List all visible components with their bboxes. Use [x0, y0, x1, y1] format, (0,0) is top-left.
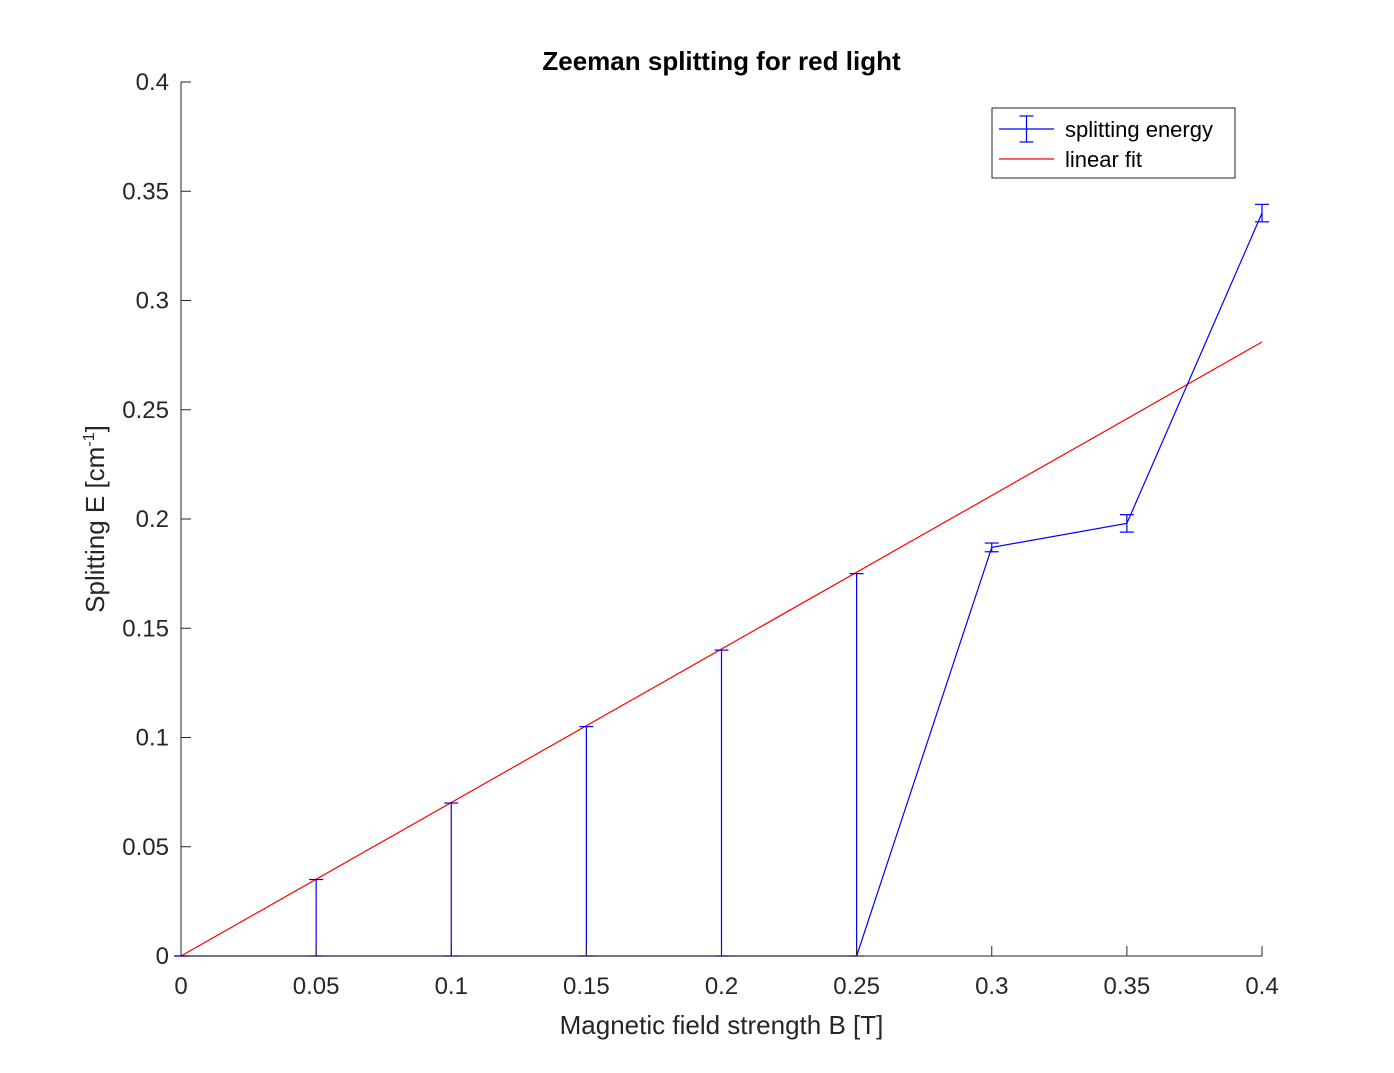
x-tick-label: 0.4	[1245, 973, 1278, 1000]
y-tick-label: 0.05	[122, 834, 169, 861]
error-bar	[1119, 514, 1134, 533]
x-tick-label: 0.05	[293, 973, 340, 1000]
y-tick-label: 0.35	[122, 178, 169, 205]
y-axis-label-superscript: -1	[81, 432, 98, 446]
x-tick-label: 0.1	[435, 973, 468, 1000]
axes-layer: 0 0.05 0.1 0.15 0.2 0.25 0.3 0.35 0.4 0 0.05 0.1 0.1…	[122, 69, 1278, 1000]
y-tick-label: 0	[156, 943, 169, 970]
legend: splitting energy linear fit	[991, 107, 1236, 179]
y-tick-label: 0.1	[136, 725, 169, 752]
error-bar	[1255, 203, 1269, 223]
y-axis-label: Splitting E [cm-1]	[80, 425, 110, 613]
y-tick-label: 0.25	[122, 397, 169, 424]
x-tick-label: 0.15	[563, 973, 610, 1000]
x-tick-label: 0.35	[1104, 973, 1151, 1000]
legend-box	[991, 107, 1236, 179]
y-axis-label-main: Splitting E [cm	[80, 447, 110, 613]
x-tick-label: 0.25	[833, 973, 880, 1000]
y-tick-label: 0.2	[136, 506, 169, 533]
y-tick-label: 0.4	[136, 69, 169, 96]
legend-label-splitting-energy: splitting energy	[1065, 117, 1213, 142]
legend-marker-errorbar	[999, 115, 1054, 143]
y-axis-label-close: ]	[80, 425, 110, 432]
legend-label-linear-fit: linear fit	[1065, 147, 1142, 172]
legend-entry-linear-fit: linear fit	[999, 147, 1142, 172]
y-tick-label: 0.3	[136, 288, 169, 315]
x-tick-label: 0.3	[975, 973, 1008, 1000]
x-axis-label: Magnetic field strength B [T]	[560, 1010, 884, 1040]
x-tick-label: 0.2	[705, 973, 738, 1000]
linear-fit-line	[180, 341, 1263, 957]
chart-title: Zeeman splitting for red light	[542, 46, 901, 76]
y-tick-label: 0.15	[122, 615, 169, 642]
legend-entry-splitting-energy: splitting energy	[999, 115, 1213, 143]
error-bar	[984, 542, 999, 553]
x-tick-label: 0	[174, 973, 187, 1000]
